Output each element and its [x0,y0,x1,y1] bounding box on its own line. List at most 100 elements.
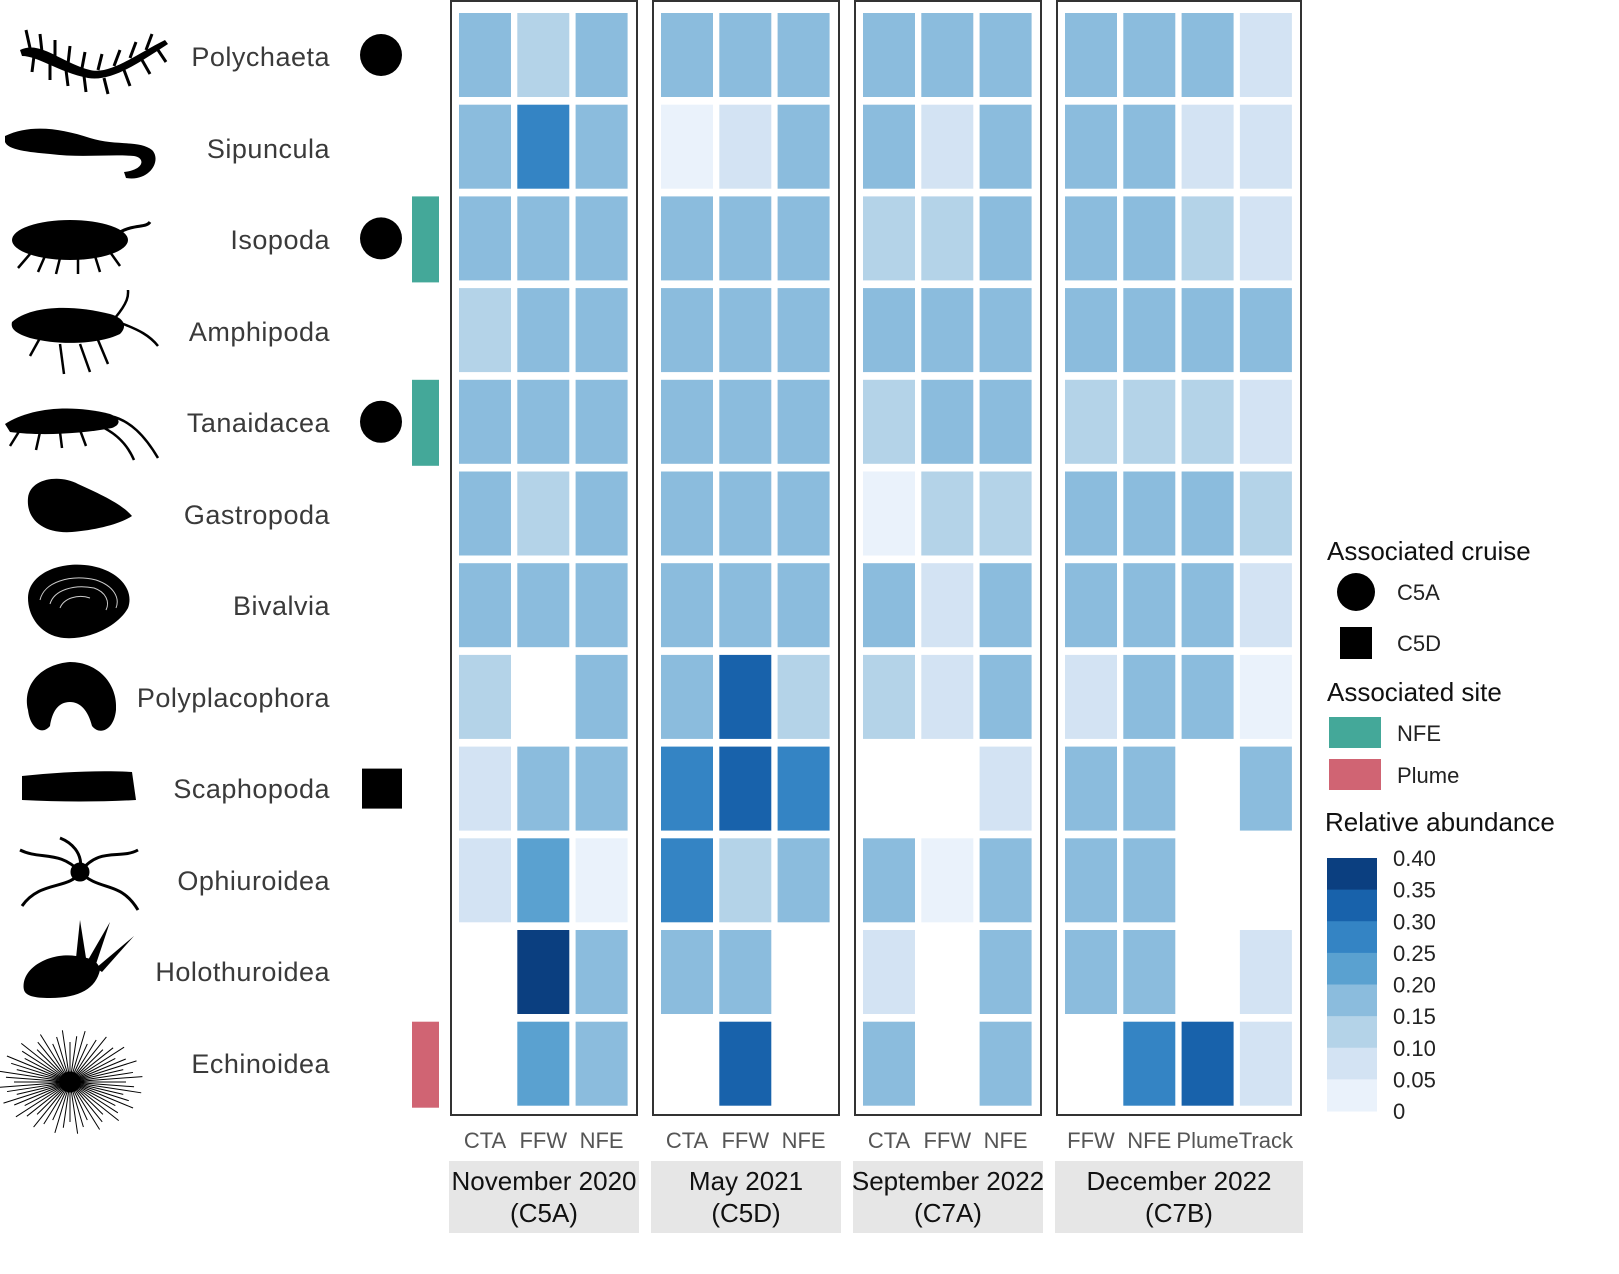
sipuncula-silhouette-icon [5,128,156,179]
heatmap-cell [575,654,628,739]
column-label: CTA [868,1128,911,1153]
heatmap-cell [1123,563,1176,648]
colorbar-segment [1327,952,1377,985]
heatmap-cell [979,196,1032,281]
panel-subtitle: (C7B) [1145,1198,1213,1228]
heatmap-cell [661,838,713,923]
isopoda-silhouette-icon [12,220,152,275]
heatmap-cell [575,104,628,189]
legend-cruise-label: C5A [1397,580,1440,605]
heatmap-cell [863,13,915,97]
colorbar-tick-label: 0.35 [1393,878,1436,903]
heatmap-cell [921,196,974,281]
heatmap-cell [863,563,915,648]
cruise-circle-marker [360,34,402,76]
site-markers [412,196,439,1108]
legend-cruise-label: C5D [1397,631,1441,656]
heatmap-cell [1123,13,1176,97]
site-marker [412,1021,439,1108]
legend-site-title: Associated site [1327,677,1502,707]
heatmap-cell [1065,1021,1117,1106]
heatmap-cell [979,838,1032,923]
heatmap-cell [921,379,974,464]
panel-title: May 2021 [689,1166,803,1196]
heatmap-cell [1239,1021,1292,1106]
heatmap-cell [777,196,830,281]
taxon-label: Gastropoda [184,500,331,530]
panel-border [1056,0,1302,1116]
colorbar-tick-labels: 0.40 0.35 0.30 0.25 0.20 0.15 0.10 0.05 0 [1393,846,1436,1124]
heatmap-cell [1181,930,1234,1014]
heatmap-cell [459,104,511,189]
panel-subtitle: (C5A) [510,1198,578,1228]
heatmap-cell [979,13,1032,97]
heatmap-cell [661,471,713,556]
heatmap-cell [517,654,570,739]
heatmap-cell [777,471,830,556]
heatmap-cell [719,930,772,1014]
ophiuroidea-silhouette-icon [19,836,140,911]
heatmap-cell [979,104,1032,189]
heatmap-cell [777,104,830,189]
cruise-circle-marker [360,400,402,443]
heatmap-cell [863,1021,915,1106]
polychaeta-silhouette-icon [20,29,168,95]
heatmap-cell [1181,746,1234,831]
heatmap-cell [1065,746,1117,831]
heatmap-cell [1123,930,1176,1014]
heatmap-cell [661,379,713,464]
heatmap-cell [719,746,772,831]
heatmap-cell [979,746,1032,831]
heatmap-cell [979,471,1032,556]
heatmap-cell [719,196,772,281]
heatmap-cell [1123,746,1176,831]
column-label: CTA [666,1128,709,1153]
polyplacophora-silhouette-icon [26,662,117,731]
heatmap-cell [719,13,772,97]
heatmap-cell [1239,471,1292,556]
heatmap-cell [1239,104,1292,189]
heatmap-cell [661,746,713,831]
heatmap-cell [1239,13,1292,97]
panel-title: November 2020 [452,1166,637,1196]
legend-site-swatch [1329,717,1381,748]
amphipoda-silhouette-icon [11,289,159,375]
heatmap-cell [1123,838,1176,923]
heatmap-cell [661,563,713,648]
heatmap-cell [1065,654,1117,739]
heatmap-cell [661,1021,713,1106]
colorbar-tick-label: 0.20 [1393,973,1436,998]
heatmap-cell [777,288,830,373]
column-label: NFE [782,1128,826,1153]
legend-site-swatch [1329,759,1381,790]
heatmap-cell [1065,471,1117,556]
heatmap-cell [575,930,628,1014]
heatmap-cell [1123,379,1176,464]
colorbar-segment [1327,1016,1377,1049]
heatmap-cell [1181,196,1234,281]
taxon-label: Amphipoda [189,317,331,347]
heatmap-cell [1181,288,1234,373]
colorbar [1327,858,1377,1112]
heatmap-cell [661,654,713,739]
column-label: NFE [1127,1128,1171,1153]
colorbar-tick-label: 0.15 [1393,1004,1436,1029]
heatmap-cell [661,196,713,281]
colorbar-tick-label: 0 [1393,1099,1405,1124]
panel-border [652,0,840,1116]
heatmap-cell [1181,13,1234,97]
heatmap-cell [921,288,974,373]
heatmap-cell [661,104,713,189]
heatmap-cell [517,563,570,648]
heatmap-cell [1065,288,1117,373]
heatmap-cell [1239,746,1292,831]
colorbar-tick-label: 0.05 [1393,1067,1436,1092]
heatmap-cell [1181,379,1234,464]
echinoidea-silhouette-icon [0,1030,143,1134]
heatmap-cell [575,563,628,648]
colorbar-segment [1327,921,1377,954]
heatmap-cell [719,379,772,464]
heatmap-cell [1181,104,1234,189]
heatmap-cell [575,288,628,373]
heatmap-cell [863,838,915,923]
